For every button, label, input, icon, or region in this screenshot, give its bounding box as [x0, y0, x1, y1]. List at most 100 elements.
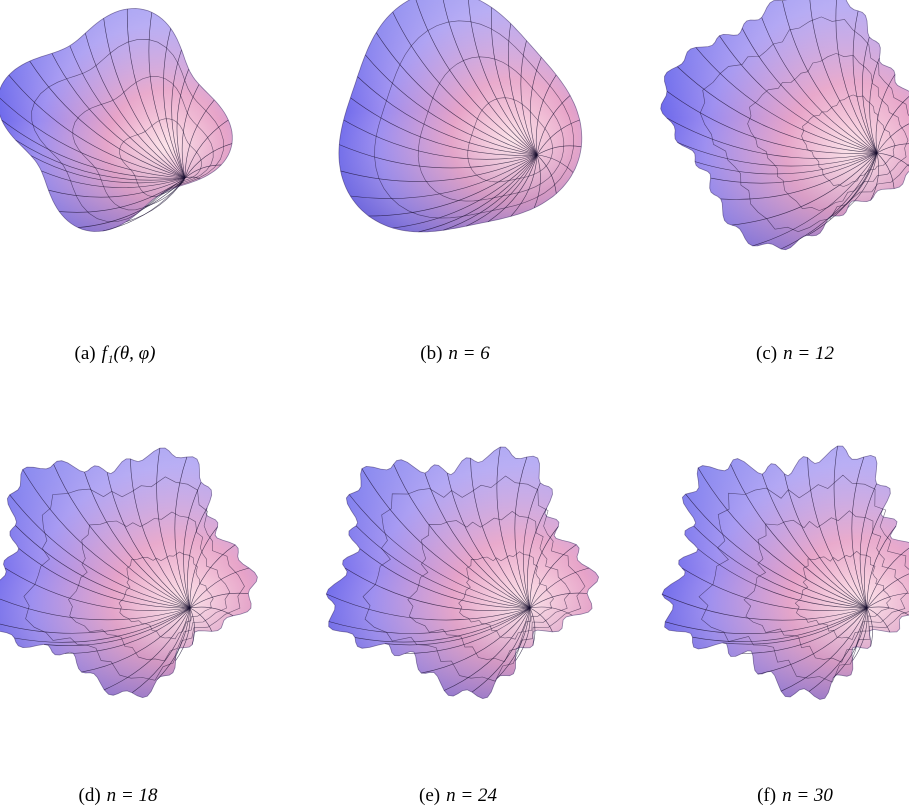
mesh-line — [807, 457, 868, 609]
mesh-line — [536, 119, 580, 156]
mesh-line — [666, 91, 878, 154]
mesh-line — [752, 152, 878, 247]
caption: (e) n = 24 — [419, 785, 497, 807]
mesh-line — [359, 548, 531, 609]
mesh-line — [404, 607, 531, 654]
mesh-line — [361, 468, 531, 609]
mesh-ring — [747, 53, 909, 211]
caption: (b) n = 6 — [420, 343, 489, 365]
mesh-line — [339, 144, 538, 169]
mesh-line — [866, 547, 909, 609]
mesh-line — [442, 0, 538, 156]
mesh-line — [44, 607, 191, 646]
mesh-line — [720, 152, 878, 200]
caption-label: (d) — [78, 785, 101, 806]
mesh-line — [0, 598, 191, 621]
mesh-line — [126, 177, 186, 222]
mesh-line — [53, 464, 191, 609]
mesh-line — [15, 525, 191, 609]
mesh-line — [51, 53, 186, 179]
caption-label: (b) — [420, 343, 443, 364]
mesh-line — [536, 154, 574, 173]
mesh-line — [184, 143, 233, 179]
shading — [0, 8, 233, 232]
mesh-line — [685, 493, 868, 609]
mesh-line — [535, 74, 557, 156]
mesh-line — [48, 177, 186, 198]
mesh-line — [876, 143, 909, 154]
mesh-line — [0, 607, 191, 634]
mesh-ring — [458, 551, 554, 640]
mesh-line — [529, 526, 559, 609]
shading — [0, 448, 258, 698]
caption-text: n = 12 — [783, 343, 834, 364]
mesh-line — [491, 7, 538, 156]
mesh-ring — [31, 38, 224, 222]
mesh-ring — [467, 97, 553, 183]
mesh-line — [126, 8, 186, 179]
mesh-line — [784, 473, 868, 609]
outline — [325, 446, 600, 700]
outline — [338, 0, 583, 233]
mesh-line — [693, 525, 868, 609]
caption-text: n = 30 — [782, 785, 833, 806]
mesh-line — [18, 548, 191, 609]
mesh-line — [30, 155, 186, 184]
mesh-line — [529, 544, 577, 609]
mesh-line — [468, 0, 538, 156]
outline — [0, 447, 258, 699]
surface-plot — [0, 8, 233, 232]
mesh-line — [184, 119, 229, 179]
mesh-line — [148, 12, 186, 179]
mesh-line — [695, 47, 878, 154]
mesh-line — [443, 154, 538, 231]
mesh-line — [529, 57, 542, 156]
caption-label: (c) — [756, 343, 778, 364]
mesh-line — [418, 154, 538, 233]
surface-plot — [0, 447, 258, 699]
mesh-line — [392, 154, 538, 229]
mesh-line — [876, 123, 909, 154]
mesh-line — [187, 507, 208, 609]
mesh-line — [681, 567, 868, 611]
surface-plot — [338, 0, 583, 233]
mesh-line — [876, 152, 909, 167]
mesh-line — [348, 494, 531, 609]
mesh-line — [529, 567, 590, 609]
mesh-line — [0, 97, 186, 179]
mesh-ring — [407, 511, 571, 662]
mesh-line — [870, 152, 879, 201]
mesh-line — [376, 32, 538, 156]
mesh-line — [354, 607, 531, 643]
mesh-line — [782, 0, 878, 154]
mesh-line — [415, 0, 538, 156]
mesh-line — [8, 74, 186, 179]
mesh-line — [344, 567, 531, 611]
mesh-line — [78, 177, 186, 228]
outline — [661, 445, 909, 700]
mesh-line — [741, 28, 878, 154]
mesh-line — [863, 508, 884, 609]
caption-label: (a) — [74, 343, 96, 364]
mesh-line — [130, 458, 191, 609]
surface-plot — [661, 445, 909, 700]
mesh-line — [59, 177, 186, 213]
mesh-line — [510, 154, 538, 217]
mesh-line — [859, 483, 877, 609]
caption: (f) n = 30 — [757, 785, 833, 807]
mesh-line — [761, 474, 868, 609]
mesh-line — [1, 119, 186, 179]
mesh-line — [9, 494, 191, 609]
caption: (a) f₁(θ, φ) — [75, 343, 156, 365]
mesh-ring — [362, 475, 586, 682]
mesh-line — [515, 607, 531, 661]
mesh-ring — [417, 56, 565, 202]
mesh-ring — [23, 476, 245, 681]
mesh-line — [828, 152, 878, 219]
mesh-line — [183, 482, 202, 609]
mesh-line — [851, 456, 868, 609]
mesh-line — [741, 607, 868, 654]
mesh-line — [533, 154, 541, 209]
mesh-ring — [698, 474, 909, 683]
